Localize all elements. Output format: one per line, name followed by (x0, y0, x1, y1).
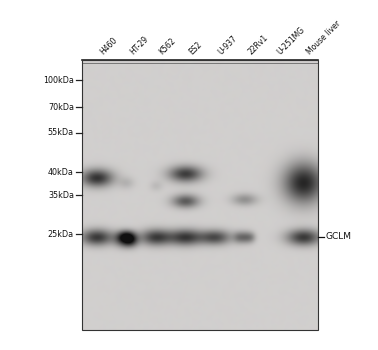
Text: 35kDa: 35kDa (48, 190, 74, 199)
Text: U-937: U-937 (217, 34, 239, 56)
Text: GCLM: GCLM (326, 232, 352, 241)
Text: ES2: ES2 (187, 40, 204, 56)
Text: U-251MG: U-251MG (276, 25, 307, 56)
Text: H460: H460 (99, 35, 119, 56)
Bar (82, 60, 318, 330)
Text: 22Rv1: 22Rv1 (246, 33, 270, 56)
Text: K562: K562 (158, 36, 178, 56)
Text: 55kDa: 55kDa (48, 128, 74, 138)
Text: 100kDa: 100kDa (43, 76, 74, 85)
Text: Mouse liver: Mouse liver (305, 19, 343, 56)
Text: 40kDa: 40kDa (48, 168, 74, 176)
Text: HT-29: HT-29 (128, 34, 150, 56)
Text: 70kDa: 70kDa (48, 103, 74, 112)
Text: 25kDa: 25kDa (48, 230, 74, 239)
